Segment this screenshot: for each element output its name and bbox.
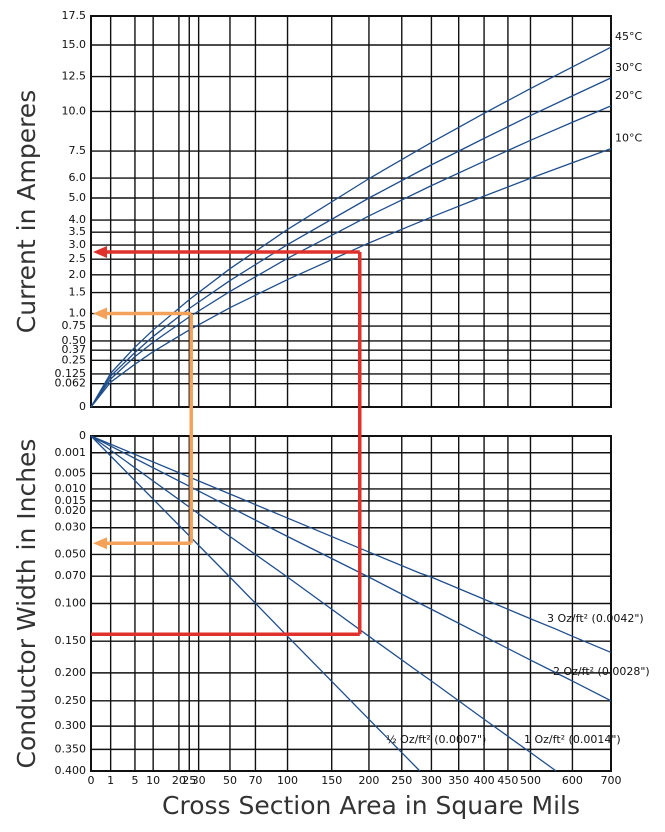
y-tick-label: 0.005 <box>55 466 87 479</box>
y-tick-label: 3.5 <box>69 225 87 238</box>
y-tick-label: 0 <box>79 429 86 442</box>
x-tick-label: 0 <box>88 774 95 787</box>
y-tick-label: 0.50 <box>62 334 87 347</box>
arrow-head <box>93 537 107 550</box>
y-tick-label: 3.0 <box>69 238 87 251</box>
arrow-head <box>93 246 107 259</box>
x-tick-label: 200 <box>358 774 379 787</box>
series-label: 10°C <box>615 132 642 145</box>
y-tick-label: 7.5 <box>69 144 87 157</box>
y-tick-label: 0 <box>79 400 86 413</box>
y-tick-label: 0.150 <box>55 634 87 647</box>
y-tick-label: 0.400 <box>55 764 87 777</box>
x-tick-label: 300 <box>421 774 442 787</box>
series-line <box>90 105 612 408</box>
series-label: 2 Oz/ft² (0.0028") <box>553 665 650 678</box>
y-tick-label: 0.070 <box>55 569 87 582</box>
y-tick-label: 0.062 <box>55 377 87 390</box>
x-tick-label: 20 <box>172 774 186 787</box>
x-tick-label: 450 <box>497 774 518 787</box>
y-tick-label: 0.050 <box>55 547 87 560</box>
y-tick-label: 0.030 <box>55 521 87 534</box>
y-tick-label: 0.75 <box>62 319 87 332</box>
y-tick-label: 2.0 <box>69 268 87 281</box>
arrow-head <box>93 307 107 320</box>
y-tick-label: 2.5 <box>69 252 87 265</box>
series-line <box>90 435 557 772</box>
series-line <box>90 435 421 772</box>
y-tick-label: 12.5 <box>62 70 87 83</box>
series-label: 20°C <box>615 89 642 102</box>
x-tick-label: 25 <box>182 774 196 787</box>
x-tick-label: 500 <box>520 774 541 787</box>
y-tick-label: 1.0 <box>69 307 87 320</box>
y-tick-label: 0.015 <box>55 494 87 507</box>
y-tick-label: 15.0 <box>62 38 87 51</box>
y-tick-label: 0.250 <box>55 694 87 707</box>
y-axis-title: Conductor Width in Inches <box>12 439 41 769</box>
series-line <box>90 46 612 408</box>
y-tick-label: 0.350 <box>55 742 87 755</box>
x-tick-label: 250 <box>391 774 412 787</box>
y-tick-label: 4.0 <box>69 213 87 226</box>
y-tick-label: 0.001 <box>55 446 87 459</box>
x-tick-label: 350 <box>448 774 469 787</box>
y-tick-label: 17.5 <box>62 9 87 22</box>
x-tick-label: 5 <box>131 774 138 787</box>
series-line <box>90 435 612 654</box>
y-tick-label: 0.020 <box>55 504 87 517</box>
plot-frame <box>90 15 612 408</box>
x-tick-label: 150 <box>321 774 342 787</box>
x-tick-label: 100 <box>277 774 298 787</box>
series-label: ½ Oz/ft² (0.0007") <box>386 733 486 746</box>
y-tick-label: 5.0 <box>69 191 87 204</box>
x-tick-label: 700 <box>601 774 622 787</box>
y-tick-label: 0.25 <box>62 353 87 366</box>
y-tick-label: 6.0 <box>69 171 87 184</box>
x-tick-label: 600 <box>562 774 583 787</box>
series-line <box>90 435 612 702</box>
x-tick-label: 1 <box>107 774 114 787</box>
y-tick-label: 0.100 <box>55 597 87 610</box>
y-tick-label: 0.125 <box>55 367 87 380</box>
plot-frame <box>90 435 612 772</box>
y-tick-label: 1.5 <box>69 286 87 299</box>
y-tick-label: 0.010 <box>55 482 87 495</box>
x-tick-label: 30 <box>192 774 206 787</box>
y-tick-label: 0.37 <box>62 343 87 356</box>
y-axis-title: Current in Amperes <box>12 90 41 333</box>
y-tick-label: 10.0 <box>62 104 87 117</box>
x-tick-label: 10 <box>146 774 160 787</box>
x-tick-label: 50 <box>223 774 237 787</box>
x-tick-label: 400 <box>474 774 495 787</box>
x-tick-label: 70 <box>248 774 262 787</box>
series-line <box>90 148 612 408</box>
series-label: 30°C <box>615 61 642 74</box>
series-label: 3 Oz/ft² (0.0042") <box>547 612 644 625</box>
series-label: 1 Oz/ft² (0.0014") <box>524 733 621 746</box>
x-axis-title: Cross Section Area in Square Mils <box>162 791 580 820</box>
series-line <box>90 77 612 408</box>
series-label: 45°C <box>615 30 642 43</box>
y-tick-label: 0.300 <box>55 719 87 732</box>
y-tick-label: 0.200 <box>55 666 87 679</box>
